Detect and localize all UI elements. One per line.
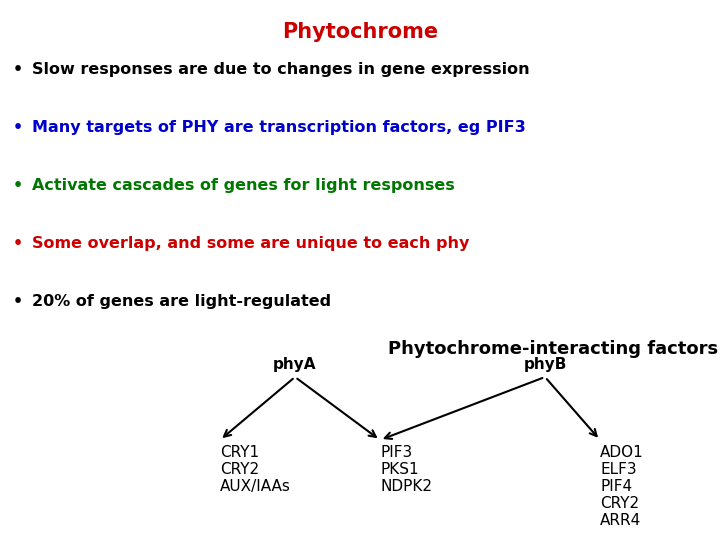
- Text: ELF3: ELF3: [600, 462, 636, 477]
- Text: Phytochrome-interacting factors: Phytochrome-interacting factors: [388, 340, 718, 358]
- Text: •: •: [13, 62, 23, 77]
- Text: Slow responses are due to changes in gene expression: Slow responses are due to changes in gen…: [32, 62, 530, 77]
- Text: NDPK2: NDPK2: [380, 479, 432, 494]
- Text: Some overlap, and some are unique to each phy: Some overlap, and some are unique to eac…: [32, 236, 469, 251]
- Text: •: •: [13, 178, 23, 193]
- Text: CRY2: CRY2: [220, 462, 259, 477]
- Text: CRY2: CRY2: [600, 496, 639, 511]
- Text: Phytochrome: Phytochrome: [282, 22, 438, 42]
- Text: •: •: [13, 120, 23, 135]
- Text: PKS1: PKS1: [380, 462, 418, 477]
- Text: CRY1: CRY1: [220, 445, 259, 460]
- Text: ADO1: ADO1: [600, 445, 644, 460]
- Text: 20% of genes are light-regulated: 20% of genes are light-regulated: [32, 294, 331, 309]
- Text: phyA: phyA: [274, 357, 317, 372]
- Text: •: •: [13, 294, 23, 309]
- Text: Activate cascades of genes for light responses: Activate cascades of genes for light res…: [32, 178, 455, 193]
- Text: AUX/IAAs: AUX/IAAs: [220, 479, 291, 494]
- Text: ARR4: ARR4: [600, 513, 642, 528]
- Text: •: •: [13, 236, 23, 251]
- Text: phyB: phyB: [523, 357, 567, 372]
- Text: Many targets of PHY are transcription factors, eg PIF3: Many targets of PHY are transcription fa…: [32, 120, 526, 135]
- Text: PIF3: PIF3: [380, 445, 413, 460]
- Text: PIF4: PIF4: [600, 479, 632, 494]
